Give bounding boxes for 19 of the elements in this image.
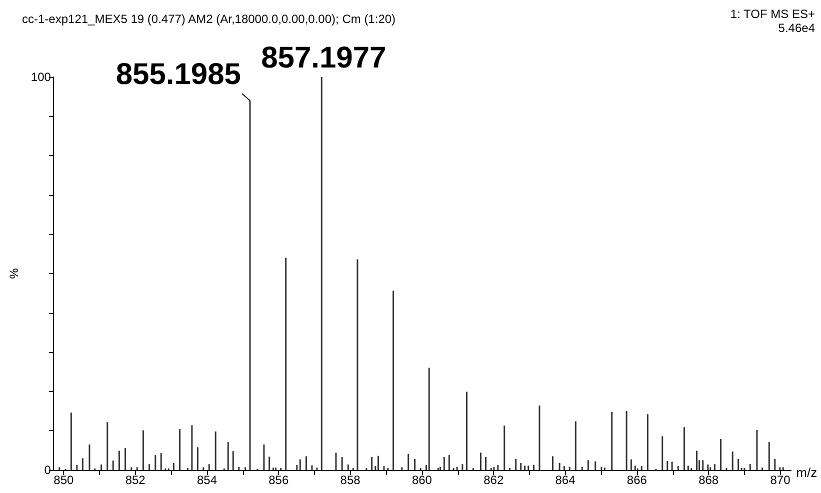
annotation: 857.1977	[261, 42, 386, 74]
annotation: 855.1985	[116, 58, 241, 92]
x-tick-label: 864	[555, 473, 576, 487]
x-tick-label: 868	[698, 473, 719, 487]
x-tick-label: 860	[412, 473, 432, 487]
text: 1: TOF MS ES+	[730, 7, 815, 21]
chart-title: cc-1-exp121_MEX5 19 (0.477) AM2 (Ar,18000.0,0.00,0.00); Cm (1:20)	[22, 12, 396, 26]
x-tick-label: 856	[268, 473, 289, 487]
x-tick-label: 866	[626, 473, 648, 487]
x-tick-label: 852	[125, 473, 146, 487]
x-tick-label: 850	[54, 473, 74, 487]
x-tick-label: 858	[340, 473, 361, 487]
text: 5.46e4	[778, 21, 816, 35]
y-tick-label: 100	[30, 70, 52, 84]
x-tick-label: 870	[770, 473, 791, 487]
x-tick-label: 854	[196, 473, 218, 487]
x-tick-label: 862	[484, 473, 504, 487]
x-axis-title: m/z	[796, 465, 818, 480]
y-axis-title: %	[7, 268, 21, 279]
